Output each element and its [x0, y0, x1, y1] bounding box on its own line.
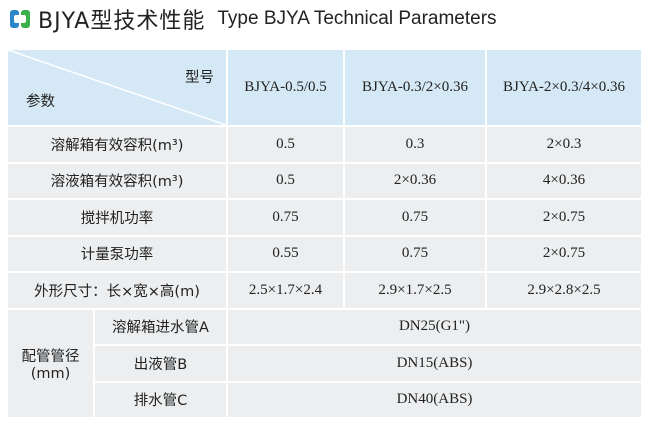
title-en: Type BJYA Technical Parameters [217, 8, 497, 29]
corner-top: 型号 [185, 70, 214, 86]
row-label: 计量泵功率 [8, 236, 226, 271]
table-row: 计量泵功率 0.55 0.75 2×0.75 [8, 236, 641, 271]
table-row: 外形尺寸：长×宽×高(m) 2.5×1.7×2.4 2.9×1.7×2.5 2.9×2… [8, 273, 641, 308]
header: BJYA型技术性能 Type BJYA Technical Parameters [8, 4, 497, 34]
table-row: 配管管径 (mm) 溶解箱进水管A DN25(G1") [8, 309, 641, 417]
column-header: BJYA-0.3/2×0.36 [345, 50, 485, 125]
cell: DN15(ABS) [228, 346, 641, 381]
group-label-line: (mm) [30, 365, 71, 382]
group-label-line: 配管管径 [21, 348, 80, 365]
row-label: 溶解箱进水管A [95, 309, 226, 344]
table-row: 溶液箱有效容积(m³) 0.5 2×0.36 4×0.36 [8, 163, 641, 198]
row-label: 搅拌机功率 [8, 200, 226, 235]
table-row: 搅拌机功率 0.75 0.75 2×0.75 [8, 200, 641, 235]
column-header: BJYA-0.5/0.5 [228, 50, 343, 125]
row-label: 外形尺寸：长×宽×高(m) [8, 273, 226, 308]
row-label: 出液管B [95, 346, 226, 381]
row-label: 溶解箱有效容积(m³) [8, 127, 226, 162]
title-cn: BJYA型技术性能 [38, 9, 206, 34]
row-label: 溶液箱有效容积(m³) [8, 163, 226, 198]
cell: 2.9×2.8×2.5 [487, 273, 641, 308]
cell: 0.5 [228, 127, 343, 162]
table-row: 排水管C DN40(ABS) [8, 382, 641, 417]
spec-table: 型号 参数 BJYA-0.5/0.5 BJYA-0.3/2×0.36 BJYA-… [6, 48, 643, 419]
cell: DN25(G1") [228, 309, 641, 344]
table-body: 溶解箱有效容积(m³) 0.5 0.3 2×0.3 溶液箱有效容积(m³) 0.5 2×0.… [8, 127, 641, 417]
diagonal [8, 50, 226, 125]
table-row: 出液管B DN15(ABS) [8, 346, 641, 381]
column-header: BJYA-2×0.3/4×0.36 [487, 50, 641, 125]
cell: 2.9×1.7×2.5 [345, 273, 485, 308]
cell: 0.55 [228, 236, 343, 271]
logo-icon [10, 10, 30, 28]
corner-bottom: 参数 [26, 94, 55, 110]
cell: 2×0.36 [345, 163, 485, 198]
cell: 2×0.75 [487, 200, 641, 235]
cell: DN40(ABS) [228, 382, 641, 417]
cell: 0.75 [345, 236, 485, 271]
cell: 4×0.36 [487, 163, 641, 198]
cell: 0.3 [345, 127, 485, 162]
cell: 0.75 [345, 200, 485, 235]
cell: 2×0.3 [487, 127, 641, 162]
cell: 2×0.75 [487, 236, 641, 271]
corner-cell: 型号 参数 [8, 50, 226, 125]
group-label: 配管管径 (mm) [8, 309, 93, 417]
cell: 0.5 [228, 163, 343, 198]
header-row: 型号 参数 BJYA-0.5/0.5 BJYA-0.3/2×0.36 BJYA-… [8, 50, 641, 125]
table-row: 溶解箱有效容积(m³) 0.5 0.3 2×0.3 [8, 127, 641, 162]
cell: 0.75 [228, 200, 343, 235]
row-label: 排水管C [95, 382, 226, 417]
cell: 2.5×1.7×2.4 [228, 273, 343, 308]
